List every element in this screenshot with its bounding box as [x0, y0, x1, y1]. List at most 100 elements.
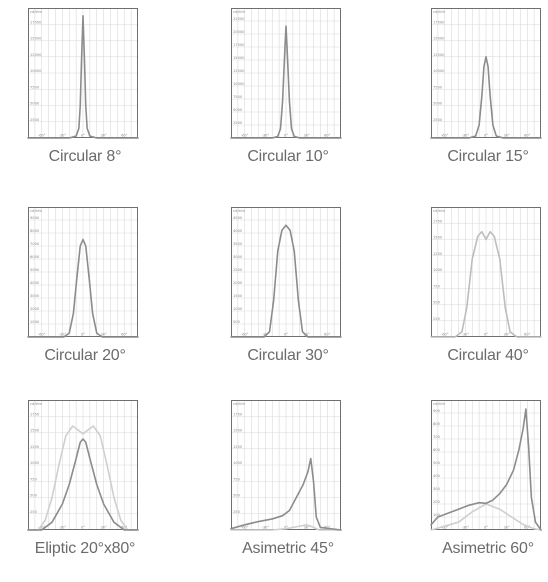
x-tick-label: -30° — [59, 333, 67, 337]
series-line — [230, 524, 342, 531]
x-tick-label: -30° — [462, 526, 470, 530]
chart-caption: Circular 30° — [247, 347, 329, 364]
chart-caption: Eliptic 20°x80° — [34, 540, 136, 557]
y-tick-label: 20000 — [233, 30, 245, 34]
series-line — [430, 408, 542, 531]
y-tick-label: 7000 — [30, 242, 40, 246]
series-line — [27, 15, 139, 139]
y-tick-label: 1500 — [233, 429, 243, 433]
x-tick-label: 30° — [503, 333, 510, 337]
y-tick-label: 1750 — [30, 412, 40, 416]
chart-svg: 1750 1500 1250 1000 750 500 250 cd/klm -60° -30° 0… — [27, 400, 139, 531]
y-tick-label: 250 — [433, 317, 441, 321]
y-tick-label: 5000 — [433, 102, 443, 106]
x-tick-label: -30° — [462, 134, 470, 138]
chart-caption: Circular 40° — [447, 347, 529, 364]
x-tick-label: 0° — [284, 526, 288, 530]
chart-caption: Asimetric 45° — [242, 540, 334, 557]
y-tick-label: 17500 — [233, 43, 245, 47]
x-tick-label: 30° — [503, 526, 510, 530]
x-tick-label: -30° — [462, 333, 470, 337]
chart-svg: 900 800 700 600 500 400 300 200 100 cd/klm -60° -30… — [430, 400, 542, 531]
chart-caption: Circular 8° — [48, 148, 122, 165]
x-tick-label: -60° — [38, 134, 46, 138]
x-tick-label: 60° — [121, 333, 128, 337]
x-tick-label: 30° — [100, 333, 107, 337]
y-tick-label: 10000 — [233, 82, 245, 86]
y-tick-label: 5000 — [30, 102, 40, 106]
chart-cell: 4500 4000 3500 3000 2500 2000 1500 1000 500 cd/kl… — [213, 199, 393, 389]
series-line — [230, 25, 342, 139]
y-tick-label: 1250 — [233, 445, 243, 449]
y-tick-label: 400 — [433, 474, 441, 478]
y-tick-label: 7500 — [233, 95, 243, 99]
y-tick-label: 300 — [433, 487, 441, 491]
y-tick-label: 1500 — [233, 294, 243, 298]
y-tick-label: 10000 — [433, 69, 445, 73]
series-line — [27, 238, 139, 338]
y-tick-label: 100 — [433, 513, 441, 517]
x-tick-label: -30° — [59, 134, 67, 138]
unit-label: cd/klm — [30, 402, 43, 406]
x-tick-label: -60° — [441, 333, 449, 337]
y-tick-label: 1000 — [433, 268, 443, 272]
chart-svg: 17500 15000 12500 10000 7500 5000 2500 cd/klm -6… — [430, 8, 542, 139]
y-tick-label: 500 — [433, 301, 441, 305]
y-tick-label: 17500 — [433, 20, 445, 24]
x-tick-label: -30° — [262, 134, 270, 138]
y-tick-label: 250 — [233, 510, 241, 514]
series-line — [27, 438, 139, 531]
y-tick-label: 900 — [433, 409, 441, 413]
series-line — [430, 230, 542, 338]
chart-cell: 9000 8000 7000 6000 5000 4000 3000 2000 1000 cd/k… — [10, 199, 190, 389]
y-tick-label: 1250 — [433, 252, 443, 256]
y-tick-label: 500 — [233, 494, 241, 498]
y-tick-label: 1750 — [233, 412, 243, 416]
y-tick-label: 1000 — [30, 320, 40, 324]
light-distribution-chart: 900 800 700 600 500 400 300 200 100 cd/klm -60° -30… — [430, 400, 542, 531]
y-tick-label: 15000 — [233, 56, 245, 60]
x-tick-label: 0° — [284, 134, 288, 138]
y-tick-label: 500 — [433, 461, 441, 465]
y-tick-label: 2500 — [233, 121, 243, 125]
x-tick-label: -30° — [262, 526, 270, 530]
y-tick-label: 1000 — [233, 461, 243, 465]
unit-label: cd/klm — [433, 402, 446, 406]
x-tick-label: 30° — [303, 134, 310, 138]
series-line — [27, 425, 139, 531]
unit-label: cd/klm — [433, 209, 446, 213]
y-tick-label: 2500 — [433, 118, 443, 122]
chart-caption: Asimetric 60° — [442, 540, 534, 557]
series-line — [230, 457, 342, 531]
y-tick-label: 500 — [30, 494, 38, 498]
y-tick-label: 2500 — [30, 118, 40, 122]
y-tick-label: 2500 — [233, 268, 243, 272]
x-tick-label: 30° — [503, 134, 510, 138]
chart-svg: 17500 15000 12500 10000 7500 5000 2500 cd/klm -6… — [27, 8, 139, 139]
y-tick-label: 12500 — [30, 53, 42, 57]
y-tick-label: 1500 — [30, 429, 40, 433]
y-tick-label: 6000 — [30, 255, 40, 259]
y-tick-label: 600 — [433, 448, 441, 452]
y-tick-label: 700 — [433, 435, 441, 439]
y-tick-label: 7500 — [30, 85, 40, 89]
series-line — [230, 224, 342, 338]
y-tick-label: 5000 — [30, 268, 40, 272]
chart-cell: 900 800 700 600 500 400 300 200 100 cd/klm -60° -30… — [413, 392, 548, 582]
chart-svg: 1750 1500 1250 1000 750 500 250 cd/klm -60° -30° 0… — [230, 400, 342, 531]
x-tick-label: 0° — [81, 333, 85, 337]
x-tick-label: -60° — [241, 134, 249, 138]
x-tick-label: 30° — [100, 134, 107, 138]
x-tick-label: -30° — [59, 526, 67, 530]
y-tick-label: 2000 — [233, 281, 243, 285]
y-tick-label: 500 — [233, 320, 241, 324]
x-tick-label: -60° — [241, 333, 249, 337]
y-tick-label: 10000 — [30, 69, 42, 73]
light-distribution-chart: 1750 1500 1250 1000 750 500 250 cd/klm -60° -30° 0… — [230, 400, 342, 531]
y-tick-label: 3000 — [30, 294, 40, 298]
x-tick-label: -60° — [38, 526, 46, 530]
unit-label: cd/klm — [233, 10, 246, 14]
x-tick-label: -60° — [38, 333, 46, 337]
light-distribution-chart: 1750 1500 1250 1000 750 500 250 cd/klm -60° -30° 0… — [27, 400, 139, 531]
light-distribution-chart: 1750 1500 1250 1000 750 500 250 cd/klm -60° -30° 0… — [430, 207, 542, 338]
